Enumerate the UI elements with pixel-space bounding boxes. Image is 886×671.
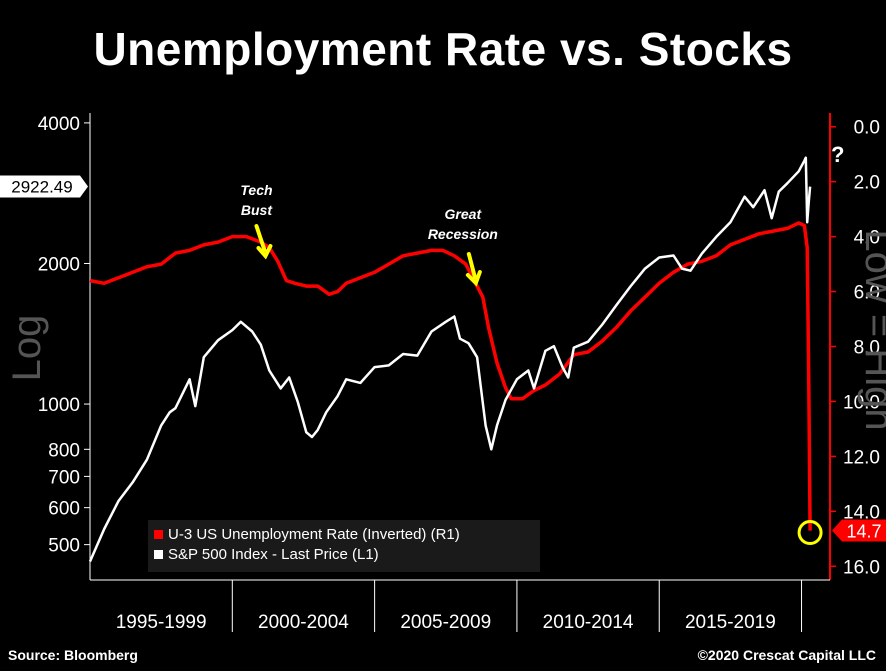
tech-bust-annotation: Bust [241, 202, 273, 218]
right-current-value-flag [832, 519, 886, 542]
sp500-series-line [88, 156, 812, 563]
x-period-label: 2015-2019 [685, 612, 776, 633]
x-period-label: 2000-2004 [258, 612, 349, 633]
left-tick-label: 4000 [38, 114, 80, 135]
right-axis-title: Low = High [857, 229, 886, 430]
right-tick-label: 10.0 [843, 392, 880, 413]
highlight-circle [797, 520, 823, 546]
unemployment-series-line [89, 221, 812, 531]
legend: U-3 US Unemployment Rate (Inverted) (R1)… [148, 520, 540, 572]
legend-label: U-3 US Unemployment Rate (Inverted) (R1) [168, 526, 460, 543]
left-tick-label: 500 [48, 536, 80, 557]
left-tick-label: 1000 [38, 395, 80, 416]
left-tick-label: 800 [48, 440, 80, 461]
right-tick-label: 16.0 [843, 557, 880, 578]
great-recession-annotation: Great [445, 206, 483, 222]
great-recession-annotation: Recession [428, 226, 498, 242]
tech-bust-annotation: Tech [240, 182, 272, 198]
right-tick-label: 12.0 [843, 447, 880, 468]
right-tick-label: 6.0 [854, 283, 880, 304]
question-mark-annotation: ? [831, 142, 844, 167]
left-tick-label: 700 [48, 467, 80, 488]
legend-label: S&P 500 Index - Last Price (L1) [168, 546, 379, 563]
left-tick-label: 600 [48, 499, 80, 520]
tech-bust-arrow [254, 224, 273, 260]
x-period-label: 2010-2014 [543, 612, 634, 633]
right-tick-label: 8.0 [854, 338, 880, 359]
great-recession-arrow [465, 252, 482, 287]
right-tick-label: 14.0 [843, 502, 880, 523]
axes-layer: 4000 2000 1000 800 700 600 500 Log 0.0 2.0 4.0 6.0 8… [5, 113, 886, 633]
source-note: Source: Bloomberg [8, 647, 138, 663]
left-current-value-label: 2922.49 [11, 178, 72, 197]
legend-swatch [154, 550, 163, 559]
left-current-value-flag [0, 175, 88, 198]
right-tick-label: 0.0 [854, 118, 880, 139]
left-axis-title: Log [5, 315, 49, 382]
series-layer [88, 156, 812, 563]
right-current-value-label: 14.7 [846, 522, 881, 542]
left-tick-label: 2000 [38, 254, 80, 275]
chart-title: Unemployment Rate vs. Stocks [93, 23, 793, 75]
annotations-layer: 2922.49 14.7 Tech Bust Great Recession? [0, 142, 886, 546]
right-tick-label: 4.0 [854, 228, 880, 249]
x-period-label: 2005-2009 [400, 612, 491, 633]
legend-swatch [154, 530, 163, 539]
copyright-note: ©2020 Crescat Capital LLC [697, 647, 876, 663]
right-tick-label: 2.0 [854, 173, 880, 194]
x-period-label: 1995-1999 [116, 612, 207, 633]
legend-box [148, 520, 540, 572]
